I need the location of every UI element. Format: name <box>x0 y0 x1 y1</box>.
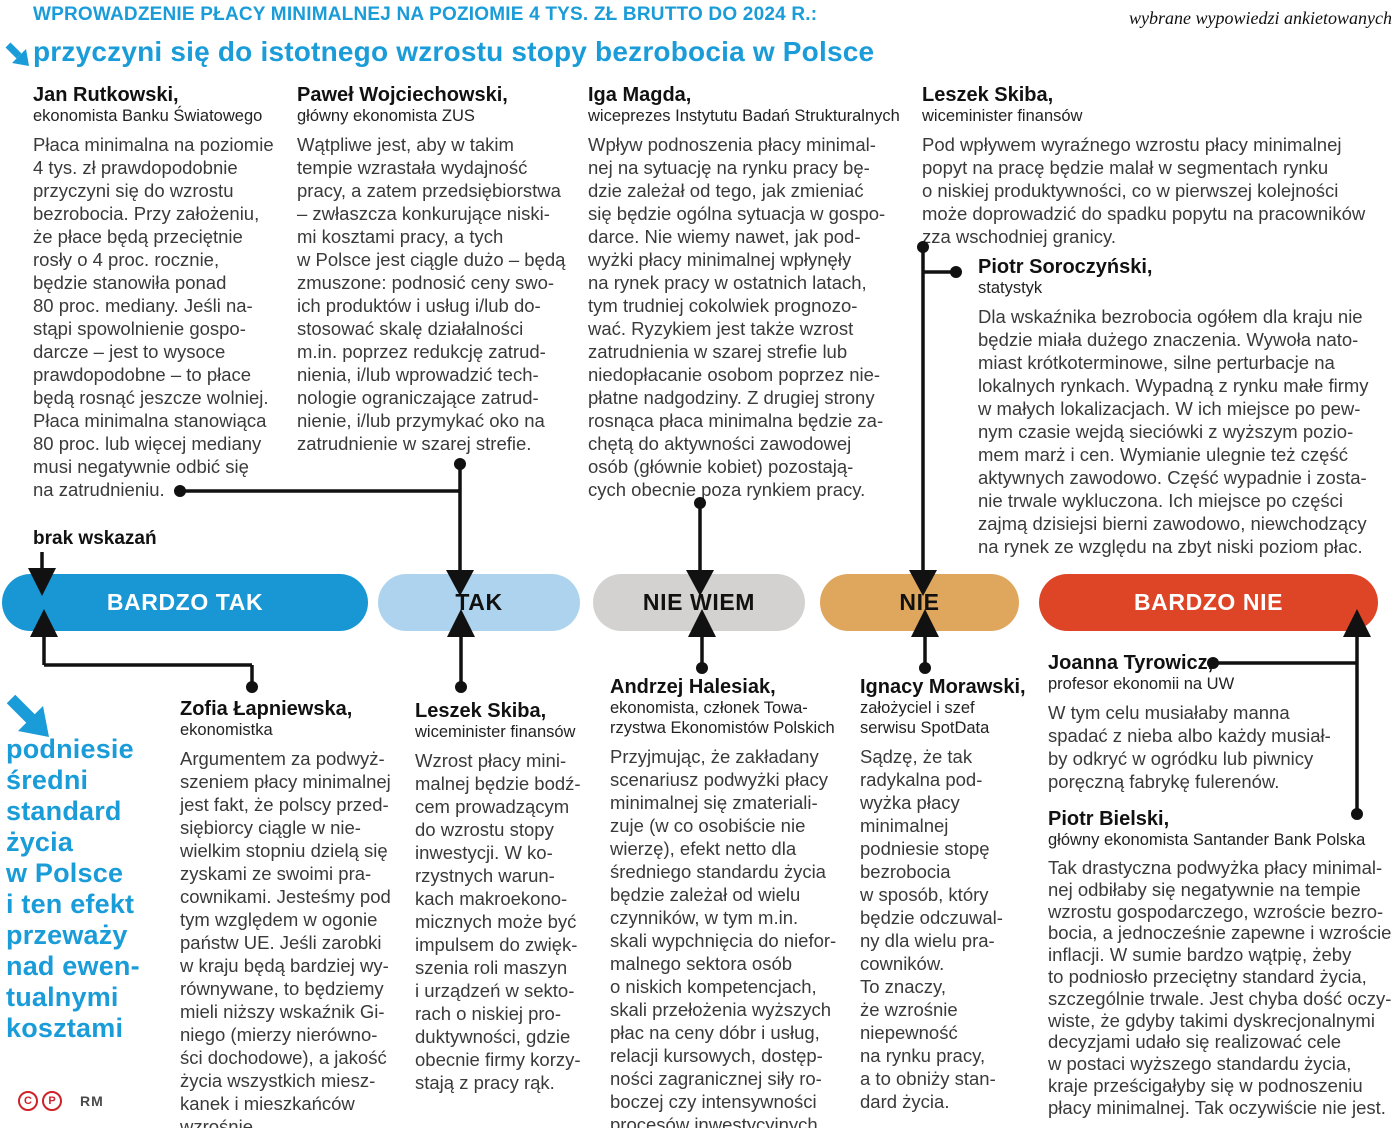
expert-name: Ignacy Morawski, <box>860 676 1026 698</box>
connector-skiba-soroczynski-nie <box>909 241 962 596</box>
expert-name: Leszek Skiba, <box>415 700 547 722</box>
expert-ignacy-morawski: Ignacy Morawski, założyciel i szef serwi… <box>860 676 1042 1113</box>
expert-jan-rutkowski: Jan Rutkowski, ekonomista Banku Światowe… <box>33 84 291 501</box>
expert-quote: Sądzę, że tak radykalna pod- wyżka płacy… <box>860 746 1003 1112</box>
expert-name: Piotr Bielski, <box>1048 808 1170 830</box>
expert-name: Paweł Wojciechowski, <box>297 84 508 106</box>
expert-name: Iga Magda, <box>588 84 692 106</box>
footer-credits: C P RM <box>18 1091 104 1111</box>
expert-joanna-tyrowicz: Joanna Tyrowicz, profesor ekonomii na UW… <box>1048 652 1393 793</box>
expert-piotr-soroczynski: Piotr Soroczyński, statystyk Dla wskaźni… <box>978 256 1396 558</box>
expert-role: statystyk <box>978 279 1043 297</box>
expert-quote: Tak drastyczna podwyżka płacy minimal- n… <box>1048 857 1392 1118</box>
expert-role: ekonomista, członek Towa- rzystwa Ekonom… <box>610 699 835 737</box>
expert-quote: Wpływ podnoszenia płacy minimal- nej na … <box>588 134 886 500</box>
expert-role: ekonomistka <box>180 721 273 739</box>
expert-leszek-skiba-top: Leszek Skiba, wiceminister finansów Pod … <box>922 84 1394 248</box>
expert-quote: Przyjmując, że zakładany scenariusz podw… <box>610 746 837 1128</box>
expert-quote: Płaca minimalna na poziomie 4 tys. zł pr… <box>33 134 274 500</box>
expert-role: główny ekonomista ZUS <box>297 107 475 125</box>
pill-nie-wiem: NIE WIEM <box>593 574 805 631</box>
expert-name: Leszek Skiba, <box>922 84 1054 106</box>
pill-nie: NIE <box>820 574 1019 631</box>
expert-leszek-skiba-bottom: Leszek Skiba, wiceminister finansów Wzro… <box>415 700 595 1094</box>
expert-quote: Dla wskaźnika bezrobocia ogółem dla kraj… <box>978 306 1369 557</box>
question-1: przyczyni się do istotnego wzrostu stopy… <box>33 36 875 67</box>
pill-bardzo-nie: BARDZO NIE <box>1039 574 1378 631</box>
expert-zofia-lapniewska: Zofia Łapniewska, ekonomistka Argumentem… <box>180 698 408 1128</box>
expert-andrzej-halesiak: Andrzej Halesiak, ekonomista, członek To… <box>610 676 860 1128</box>
expert-role: wiceminister finansów <box>922 107 1083 125</box>
copyright-icon: C <box>18 1091 38 1111</box>
expert-pawel-wojciechowski: Paweł Wojciechowski, główny ekonomista Z… <box>297 84 587 455</box>
phonogram-icon: P <box>42 1091 62 1111</box>
question-2: podniesie średni standard życia w Polsce… <box>6 734 140 1043</box>
expert-piotr-bielski: Piotr Bielski, główny ekonomista Santand… <box>1048 808 1398 1119</box>
survey-note: wybrane wypowiedzi ankietowanych <box>1129 8 1392 28</box>
expert-role: profesor ekonomii na UW <box>1048 675 1235 693</box>
pill-bardzo-tak: BARDZO TAK <box>2 574 368 631</box>
expert-name: Piotr Soroczyński, <box>978 256 1153 278</box>
kicker-title: WPROWADZENIE PŁACY MINIMALNEJ NA POZIOMI… <box>33 4 818 25</box>
expert-role: ekonomista Banku Światowego <box>33 107 263 125</box>
expert-name: Jan Rutkowski, <box>33 84 179 106</box>
expert-iga-magda: Iga Magda, wiceprezes Instytutu Badań St… <box>588 84 910 501</box>
expert-name: Zofia Łapniewska, <box>180 698 353 720</box>
expert-role: założyciel i szef serwisu SpotData <box>860 699 990 737</box>
expert-quote: Argumentem za podwyż- szeniem płacy mini… <box>180 748 391 1128</box>
expert-quote: Wątpliwe jest, aby w takim tempie wzrast… <box>297 134 566 454</box>
credit-initials: RM <box>80 1093 104 1109</box>
pill-tak: TAK <box>378 574 580 631</box>
expert-name: Joanna Tyrowicz, <box>1048 652 1214 674</box>
expert-role: wiceminister finansów <box>415 723 576 741</box>
expert-role: główny ekonomista Santander Bank Polska <box>1048 831 1366 849</box>
expert-role: wiceprezes Instytutu Badań Strukturalnyc… <box>588 107 900 125</box>
no-indication-label: brak wskazań <box>33 528 157 549</box>
expert-name: Andrzej Halesiak, <box>610 676 776 698</box>
expert-quote: W tym celu musiałaby manna spadać z nieb… <box>1048 702 1331 792</box>
down-right-arrow-icon <box>5 42 29 66</box>
down-right-arrow-icon <box>6 694 49 737</box>
expert-quote: Wzrost płacy mini- malnej będzie bodź- c… <box>415 750 581 1093</box>
expert-quote: Pod wpływem wyraźnego wzrostu płacy mini… <box>922 134 1366 247</box>
